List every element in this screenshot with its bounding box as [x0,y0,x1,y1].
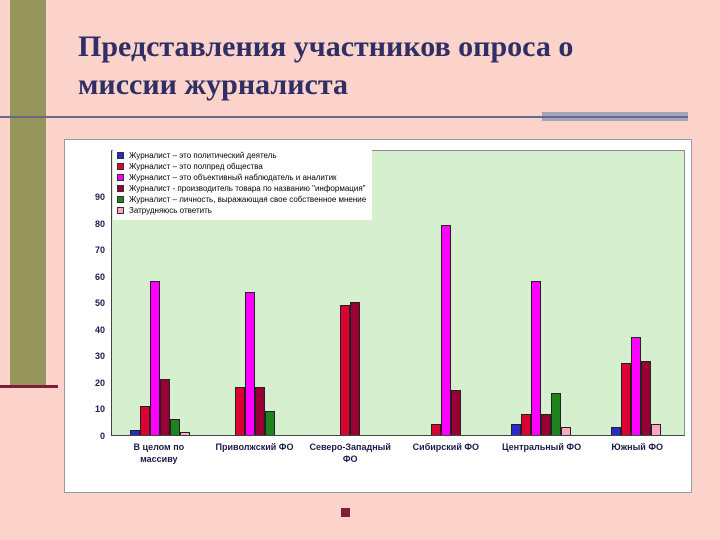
bar [340,305,351,435]
bar [611,427,622,435]
bar [641,361,652,435]
bar-group [589,151,684,435]
bar [550,393,561,435]
legend-swatch-icon [117,152,124,159]
y-tick-label: 80 [94,218,105,229]
legend-item: Затрудняюсь ответить [117,206,366,215]
bar [621,363,632,435]
bar-group [303,151,398,435]
legend-swatch-icon [117,174,124,181]
bar [350,302,361,435]
x-axis-labels: В целом по массиву Приволжский ФО Северо-З… [111,442,685,465]
bar [530,281,541,435]
legend-swatch-icon [117,163,124,170]
y-tick-label: 40 [94,324,105,335]
legend-label: Журналист – это полпред общества [129,162,263,171]
bar [540,414,551,435]
y-tick-label: 20 [94,377,105,388]
bar-groups [112,151,684,435]
x-axis-label: В целом по массиву [133,442,185,464]
bar [264,411,275,435]
title-underline-thin [0,116,688,118]
bar [450,390,461,435]
legend-item: Журналист – это политический деятель [117,151,366,160]
y-axis-labels: 0 10 20 30 40 50 60 70 80 90 [65,140,105,492]
bar-group [493,151,588,435]
legend-label: Журналист - производитель товара по назв… [129,184,366,193]
bar [234,387,245,435]
legend-label: Журналист – личность, выражающая свое со… [129,195,367,204]
footer-bullet-square [341,508,350,517]
bar [430,424,441,435]
bar [631,337,642,435]
y-tick-label: 60 [94,271,105,282]
y-tick-label: 30 [94,351,105,362]
chart-legend: Журналист – это политический деятель Журн… [113,146,373,220]
bar [520,414,531,435]
y-tick-label: 50 [94,298,105,309]
legend-item: Журналист – личность, выражающая свое со… [117,195,366,204]
bar-chart: 0 10 20 30 40 50 60 70 80 90 В целом по массиву Пр… [64,139,692,493]
y-tick-label: 90 [94,191,105,202]
bar [510,424,521,435]
bar [254,387,265,435]
legend-label: Журналист – это политический деятель [129,151,277,160]
x-axis-label: Северо-Западный ФО [309,442,391,464]
legend-swatch-icon [117,196,124,203]
page-title: Представления участников опроса о миссии… [78,30,574,101]
template-accent-line [0,385,58,388]
legend-swatch-icon [117,207,124,214]
y-tick-label: 70 [94,245,105,256]
bar [169,419,180,435]
bar [440,225,451,435]
legend-item: Журналист – это объективный наблюдатель … [117,173,366,182]
y-tick-label: 0 [99,431,105,441]
legend-label: Затрудняюсь ответить [129,206,212,215]
bar [651,424,662,435]
x-axis-label: Центральный ФО [501,442,582,452]
bar [244,292,255,435]
y-tick-label: 10 [94,404,105,415]
bar [129,430,140,435]
bar-group [207,151,302,435]
bar-group [112,151,207,435]
bar-group [398,151,493,435]
bar [159,379,170,435]
x-axis-label: Приволжский ФО [215,442,294,452]
bar [560,427,571,435]
bar [149,281,160,435]
bar [139,406,150,435]
legend-item: Журналист - производитель товара по назв… [117,184,366,193]
x-axis-label: Южный ФО [611,442,663,452]
x-axis-label: Сибирский ФО [412,442,480,452]
bar [179,432,190,435]
template-accent-band [10,0,46,385]
legend-item: Журналист – это полпред общества [117,162,366,171]
legend-label: Журналист – это объективный наблюдатель … [129,173,337,182]
legend-swatch-icon [117,185,124,192]
